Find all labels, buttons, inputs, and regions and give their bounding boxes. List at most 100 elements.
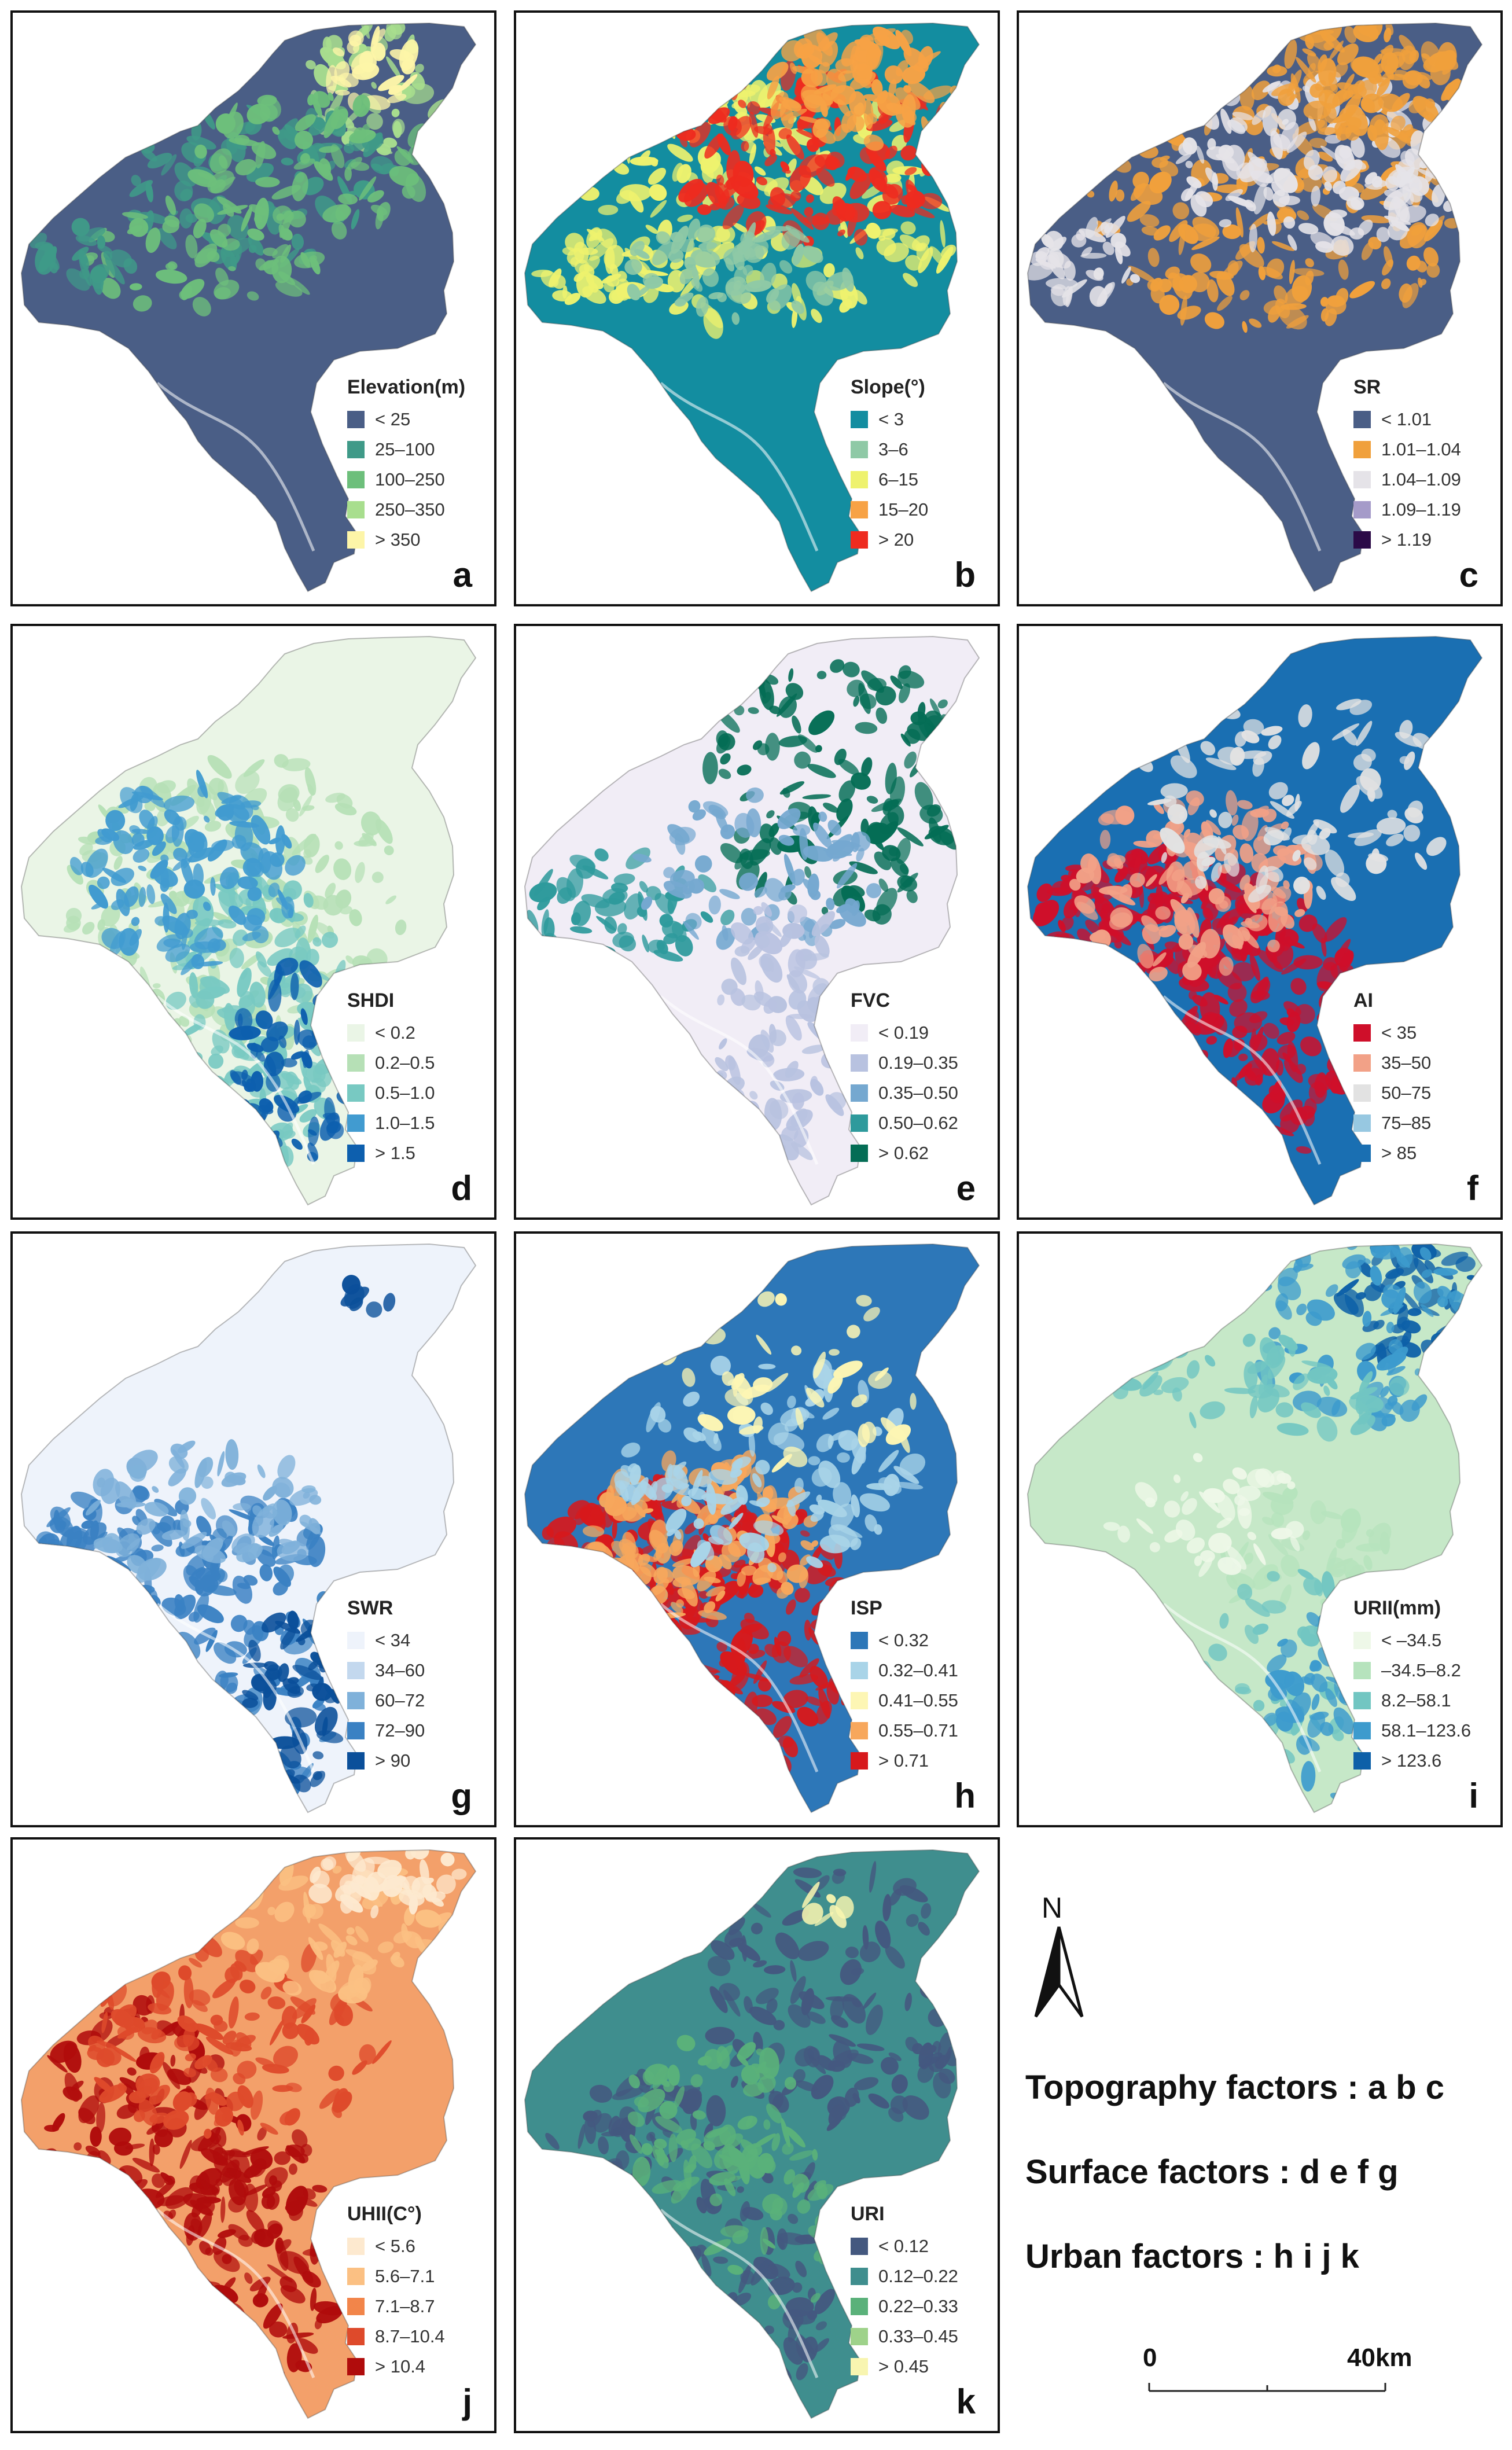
legend-swatch xyxy=(851,1632,868,1649)
legend-label: 60–72 xyxy=(375,1690,425,1710)
legend-swatch xyxy=(851,1114,868,1132)
legend-row: 0.32–0.41 xyxy=(851,1656,958,1686)
legend-label: 1.0–1.5 xyxy=(375,1113,435,1133)
legend-swatch xyxy=(347,1632,365,1649)
legend-row: < 0.2 xyxy=(347,1018,435,1048)
legend-swatch xyxy=(347,2238,365,2255)
legend-swatch xyxy=(347,1722,365,1739)
topography-factors-label: Topography factors : a b c xyxy=(1025,2069,1445,2106)
legend-row: < 0.19 xyxy=(851,1018,958,1048)
map-panel-k: URI < 0.12 0.12–0.22 0.22–0.33 0.33–0.45 > 0.… xyxy=(514,1837,1000,2433)
legend-title: SHDI xyxy=(347,989,395,1011)
legend-swatch xyxy=(347,501,365,518)
legend-label: > 123.6 xyxy=(1381,1750,1442,1771)
legend-swatch xyxy=(1353,1054,1371,1072)
map-panel-j: UHII(C°) < 5.6 5.6–7.1 7.1–8.7 8.7–10.4 > 10.… xyxy=(10,1837,496,2433)
legend-swatch xyxy=(347,1752,365,1770)
legend-swatch xyxy=(1353,1662,1371,1679)
legend-swatch xyxy=(347,2298,365,2315)
legend-row: 60–72 xyxy=(347,1686,425,1716)
legend-label: 72–90 xyxy=(375,1720,425,1741)
map-e xyxy=(524,635,980,1206)
legend-e: FVC < 0.19 0.19–0.35 0.35–0.50 0.50–0.62 > 0.… xyxy=(851,989,958,1168)
legend-f: AI < 35 35–50 50–75 75–85 > 85 xyxy=(1353,989,1431,1168)
legend-label: 0.41–0.55 xyxy=(878,1690,958,1710)
legend-label: < 0.12 xyxy=(878,2236,929,2256)
legend-label: < 1.01 xyxy=(1381,409,1432,429)
legend-label: 0.33–0.45 xyxy=(878,2326,958,2346)
legend-swatch xyxy=(347,2328,365,2345)
legend-swatch xyxy=(1353,411,1371,428)
legend-row: 35–50 xyxy=(1353,1048,1431,1078)
legend-row: 75–85 xyxy=(1353,1108,1431,1138)
legend-label: 1.04–1.09 xyxy=(1381,469,1461,490)
legend-row: < 1.01 xyxy=(1353,404,1461,435)
region-outline xyxy=(525,1850,979,2418)
legend-row: 1.01–1.04 xyxy=(1353,435,1461,465)
legend-label: 0.22–0.33 xyxy=(878,2296,958,2316)
map-panel-b: Slope(°) < 3 3–6 6–15 15–20 > 20 b xyxy=(514,10,1000,606)
legend-label: 1.09–1.19 xyxy=(1381,499,1461,520)
legend-j: UHII(C°) < 5.6 5.6–7.1 7.1–8.7 8.7–10.4 > 10.… xyxy=(347,2203,445,2382)
scale-bar-line xyxy=(1148,2383,1386,2392)
legend-label: 0.5–1.0 xyxy=(375,1083,435,1103)
legend-k: URI < 0.12 0.12–0.22 0.22–0.33 0.33–0.45 > 0.… xyxy=(851,2203,958,2382)
legend-swatch xyxy=(347,411,365,428)
legend-row: > 90 xyxy=(347,1746,425,1776)
legend-row: 7.1–8.7 xyxy=(347,2291,445,2322)
legend-swatch xyxy=(851,1692,868,1709)
legend-row: 0.41–0.55 xyxy=(851,1686,958,1716)
map-j xyxy=(20,1849,477,2419)
legend-label: < 3 xyxy=(878,409,904,429)
legend-row: 15–20 xyxy=(851,495,928,525)
legend-title: UHII(C°) xyxy=(347,2203,422,2225)
legend-row: > 0.71 xyxy=(851,1746,958,1776)
legend-row: 0.2–0.5 xyxy=(347,1048,435,1078)
legend-label: 0.50–0.62 xyxy=(878,1113,958,1133)
legend-swatch xyxy=(347,1084,365,1102)
legend-swatch xyxy=(851,1054,868,1072)
legend-row: > 0.45 xyxy=(851,2352,958,2382)
legend-swatch xyxy=(1353,1084,1371,1102)
legend-label: > 10.4 xyxy=(375,2356,426,2377)
legend-row: 25–100 xyxy=(347,435,465,465)
legend-label: > 20 xyxy=(878,529,914,550)
legend-label: < 34 xyxy=(375,1630,411,1650)
legend-label: 0.19–0.35 xyxy=(878,1053,958,1073)
legend-title: ISP xyxy=(851,1597,882,1619)
legend-swatch xyxy=(851,1662,868,1679)
legend-row: 0.12–0.22 xyxy=(851,2261,958,2291)
legend-row: 58.1–123.6 xyxy=(1353,1716,1471,1746)
legend-row: 3–6 xyxy=(851,435,928,465)
legend-swatch xyxy=(851,1145,868,1162)
legend-swatch xyxy=(851,411,868,428)
legend-label: > 1.19 xyxy=(1381,529,1432,550)
legend-swatch xyxy=(851,531,868,549)
legend-row: > 0.62 xyxy=(851,1138,958,1168)
map-panel-i: URII(mm) < –34.5 –34.5–8.2 8.2–58.1 58.1–123… xyxy=(1017,1231,1503,1827)
raster-texture xyxy=(30,23,469,551)
legend-row: 1.09–1.19 xyxy=(1353,495,1461,525)
legend-swatch xyxy=(1353,1145,1371,1162)
legend-row: > 1.19 xyxy=(1353,525,1461,555)
legend-label: 15–20 xyxy=(878,499,929,520)
legend-row: > 1.5 xyxy=(347,1138,435,1168)
map-panel-d: SHDI < 0.2 0.2–0.5 0.5–1.0 1.0–1.5 > 1.5 d xyxy=(10,624,496,1220)
legend-label: 35–50 xyxy=(1381,1053,1432,1073)
legend-row: < 0.12 xyxy=(851,2231,958,2261)
panel-letter: f xyxy=(1467,1169,1478,1208)
legend-i: URII(mm) < –34.5 –34.5–8.2 8.2–58.1 58.1–123… xyxy=(1353,1597,1471,1776)
legend-label: 0.2–0.5 xyxy=(375,1053,435,1073)
map-a xyxy=(20,22,477,593)
legend-row: < 25 xyxy=(347,404,465,435)
legend-h: ISP < 0.32 0.32–0.41 0.41–0.55 0.55–0.71 > 0.… xyxy=(851,1597,958,1776)
legend-label: < 5.6 xyxy=(375,2236,415,2256)
legend-row: < 3 xyxy=(851,404,928,435)
legend-swatch xyxy=(1353,1722,1371,1739)
legend-swatch xyxy=(1353,1692,1371,1709)
panel-letter: i xyxy=(1469,1776,1478,1815)
map-b xyxy=(524,22,980,593)
legend-label: < 0.32 xyxy=(878,1630,929,1650)
map-panel-a: Elevation(m) < 25 25–100 100–250 250–350 > 35… xyxy=(10,10,496,606)
map-panel-e: FVC < 0.19 0.19–0.35 0.35–0.50 0.50–0.62 > 0.… xyxy=(514,624,1000,1220)
